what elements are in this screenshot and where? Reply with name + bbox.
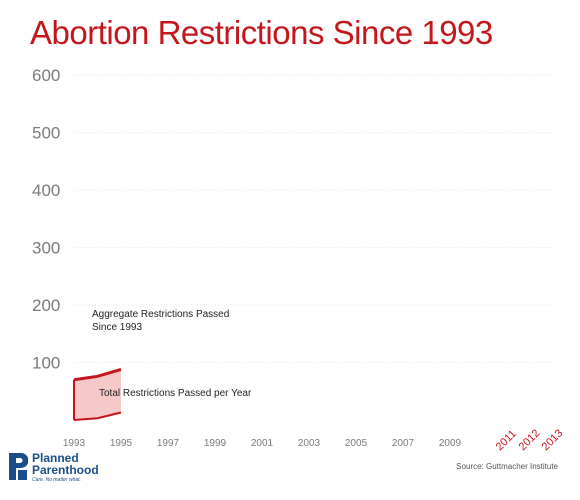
logo-line-2: Parenthood [32,463,99,477]
x-tick-label-highlighted: 2013 [540,427,566,453]
area-layer [73,367,122,421]
y-tick-label: 100 [32,354,60,373]
x-tick-label-highlighted: 2012 [517,427,543,453]
x-tick-label: 1993 [63,438,86,449]
x-tick-label: 2003 [298,438,321,449]
x-tick-label: 2007 [392,438,415,449]
x-tick-label-highlighted: 2011 [494,428,519,453]
y-axis: 100 200 300 400 500 600 [32,66,60,373]
x-tick-label: 2009 [439,438,462,449]
annotation-label: Since 1993 [92,322,142,333]
logo-p-mark-icon [9,453,28,480]
chart-title: Abortion Restrictions Since 1993 [30,14,493,51]
logo-wordmark: Planned Parenthood [32,452,99,476]
x-tick-label: 1997 [157,438,180,449]
logo-line-1: Planned [32,451,79,465]
y-tick-label: 200 [32,296,60,315]
x-tick-label: 2005 [345,438,368,449]
y-tick-label: 300 [32,239,60,258]
annotation-label: Aggregate Restrictions Passed [92,309,229,320]
x-axis: 1993 1995 1997 1999 2001 2003 2005 2007 2009 2011… [63,427,566,453]
series-line-aggregate [73,411,122,421]
x-tick-label: 1999 [204,438,227,449]
y-tick-label: 400 [32,181,60,200]
annotations: Aggregate Restrictions Passed Since 1993 T… [92,309,252,399]
x-tick-label: 2001 [251,438,274,449]
planned-parenthood-logo: Planned Parenthood Care. No matter what. [8,452,128,486]
y-tick-label: 500 [32,124,60,143]
series-line-total-per-year [73,367,122,382]
source-note: Source: Guttmacher Institute [456,462,558,471]
restrictions-area-fill [74,369,121,420]
x-tick-label: 1995 [110,438,133,449]
annotation-label: Total Restrictions Passed per Year [99,388,252,399]
logo-tagline: Care. No matter what. [32,477,81,483]
y-tick-label: 600 [32,66,60,85]
